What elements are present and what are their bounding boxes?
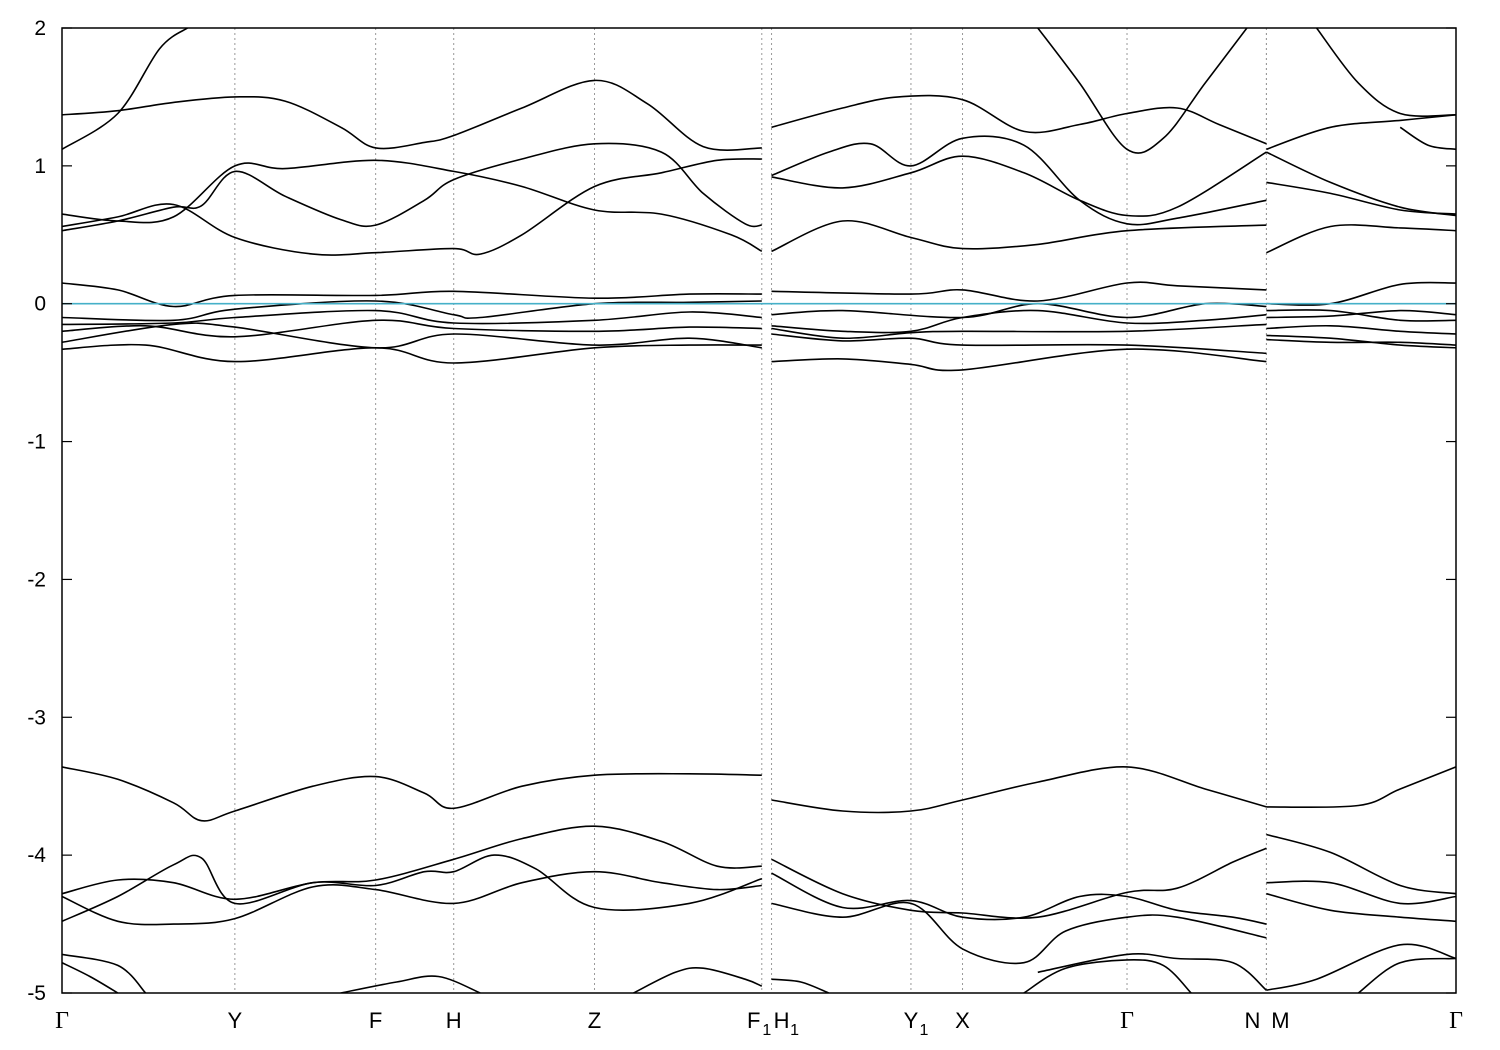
high-symmetry-gridlines [234,28,1267,993]
band-line-32 [771,348,1267,372]
y-tick-label-3: -1 [27,431,46,454]
y-tick-label-0: 2 [34,17,46,40]
band-line-13 [1266,181,1456,215]
band-line-14 [1266,224,1456,254]
band-lines [62,28,1456,993]
x-tick-label-0: Γ [55,1008,69,1034]
x-tick-label-5: F [747,1008,760,1033]
x-label-12: Γ [1449,1008,1463,1034]
x-label-8: X [955,1008,970,1033]
band-line-22 [62,309,762,326]
x-tick-label-4: Z [588,1008,601,1033]
band-line-29 [771,333,1267,355]
band-line-24 [1266,309,1456,319]
band-line-41 [771,872,1267,925]
band-line-35 [771,766,1267,814]
band-line-4 [1266,114,1456,151]
y-axis: 2 1 0 -1 -2 -3 -4 -5 [27,17,1456,1005]
y-tick-label-1: 1 [34,155,46,178]
band-line-7 [62,142,762,232]
x-label-1: Y [228,1008,243,1033]
band-line-6 [1399,126,1456,151]
x-tick-label-10: N [1244,1008,1260,1033]
x-label-11: M [1271,1008,1289,1033]
band-line-5 [1315,28,1456,117]
band-line-12 [771,220,1267,253]
band-line-9 [62,158,762,256]
band-line-31 [62,343,762,364]
x-label-2: F [369,1008,382,1033]
band-line-2 [771,94,1267,145]
band-line-30 [1266,338,1456,346]
x-tick-label-2: F [369,1008,382,1033]
band-line-16 [62,282,762,308]
x-tick-label-6: H [774,1008,790,1033]
band-line-3 [1037,28,1248,154]
band-line-1 [62,79,762,151]
band-line-27 [1266,324,1456,335]
band-line-26 [771,323,1267,340]
band-line-44 [771,901,1267,965]
x-label-9: Γ [1120,1008,1134,1034]
band-line-53 [1266,943,1456,991]
x-tick-sub-6: 1 [790,1022,799,1039]
band-line-15 [1266,151,1456,217]
y-tick-label-5: -3 [27,706,46,729]
plot-frame [61,27,1457,994]
band-line-18 [1266,281,1456,306]
x-tick-sub-7: 1 [919,1022,928,1039]
band-line-36 [1266,766,1456,809]
x-tick-label-1: Y [228,1008,243,1033]
x-label-3: H [446,1008,462,1033]
band-line-40 [62,854,763,923]
x-tick-label-3: H [446,1008,462,1033]
band-line-33 [1266,334,1456,349]
band-line-46 [62,953,147,993]
band-line-49 [633,966,763,993]
band-line-21 [1266,309,1456,322]
y-tick-label-7: -5 [27,982,46,1005]
y-tick-label-2: 0 [34,293,46,316]
x-tick-label-7: Y [904,1008,919,1033]
band-line-42 [1266,880,1456,905]
band-line-19 [62,300,762,322]
y-tick-label-6: -4 [27,844,46,867]
y-tick-label-4: -2 [27,568,46,591]
band-line-28 [62,322,762,349]
band-line-10 [771,135,1267,226]
band-line-0 [62,28,188,150]
band-line-34 [62,766,762,822]
band-line-50 [771,978,829,993]
x-tick-label-12: Γ [1449,1008,1463,1034]
x-label-4: Z [588,1008,601,1033]
band-line-39 [1266,833,1456,895]
band-line-38 [771,847,1267,919]
band-line-8 [62,159,763,253]
x-tick-label-9: Γ [1120,1008,1134,1034]
band-line-23 [771,309,1267,334]
band-line-52 [1037,953,1267,991]
x-label-10: N [1244,1008,1260,1033]
band-line-17 [771,281,1267,302]
x-tick-label-8: X [955,1008,970,1033]
band-line-43 [62,870,762,926]
x-label-0: Γ [55,1008,69,1034]
band-line-37 [62,825,762,901]
band-line-11 [771,151,1267,217]
band-line-47 [62,961,119,993]
x-tick-label-11: M [1271,1008,1289,1033]
x-tick-sub-5: 1 [762,1022,771,1039]
band-line-51 [1023,958,1192,993]
band-line-48 [340,975,481,993]
band-line-45 [1266,892,1456,923]
band-line-54 [1357,957,1456,993]
